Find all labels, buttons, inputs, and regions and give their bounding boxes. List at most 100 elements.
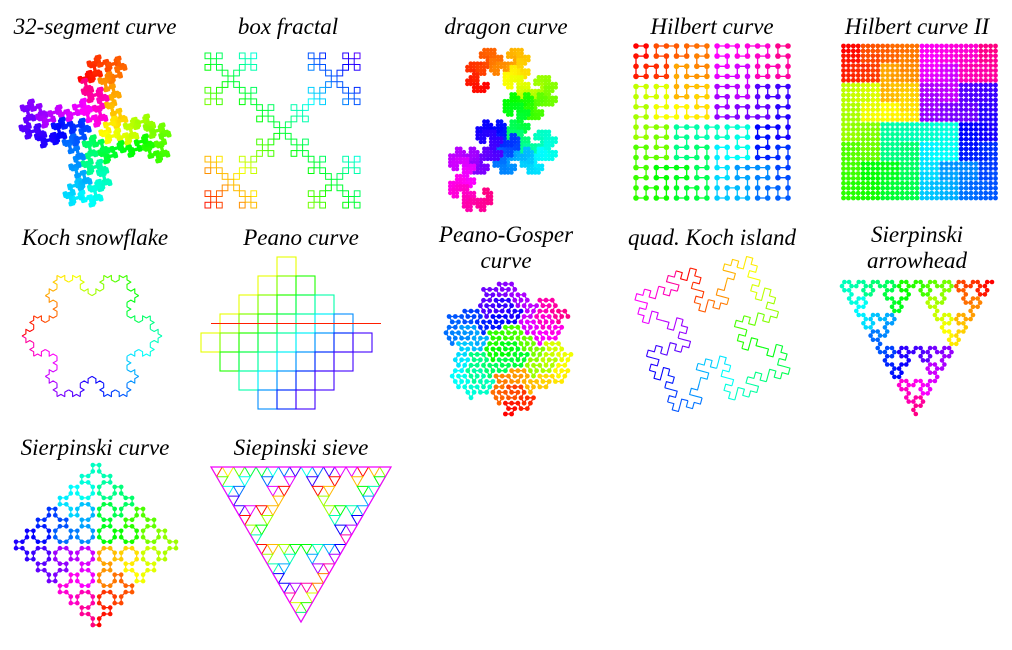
dragon-vertex bbox=[482, 61, 487, 66]
hilbert2-vertex bbox=[929, 97, 935, 103]
hilbert2-vertex bbox=[909, 141, 915, 147]
hilbert2-vertex bbox=[855, 146, 861, 152]
hilbert-vertex bbox=[643, 83, 649, 90]
hilbert2-vertex bbox=[841, 53, 846, 59]
dragon-vertex bbox=[509, 64, 514, 70]
hilbert-vertex bbox=[683, 43, 690, 49]
hilbert2-vertex bbox=[924, 87, 930, 93]
hilbert2-segment bbox=[980, 163, 997, 198]
gosper-vertex bbox=[506, 352, 511, 357]
hilbert2-vertex bbox=[973, 195, 979, 201]
dragon-vertex bbox=[529, 163, 535, 168]
hilbert2-vertex bbox=[904, 176, 910, 181]
hilbert2-vertex bbox=[953, 58, 959, 64]
hilbert2-vertex bbox=[865, 92, 871, 98]
dragon-vertex bbox=[543, 102, 548, 107]
dragon-vertex bbox=[509, 85, 514, 90]
gosper-vertex bbox=[515, 335, 521, 341]
hilbert-vertex bbox=[663, 104, 670, 110]
dragon-vertex bbox=[499, 160, 504, 165]
dragon-vertex bbox=[502, 126, 507, 131]
hilbert2-vertex bbox=[953, 112, 959, 117]
hilbert2-vertex bbox=[860, 73, 866, 78]
hilbert2-vertex bbox=[899, 127, 905, 132]
hilbert2-vertex bbox=[850, 161, 856, 167]
gosper-vertex bbox=[524, 341, 530, 346]
hilbert2-vertex bbox=[865, 171, 871, 176]
hilbert-vertex bbox=[764, 164, 771, 171]
hilbert-segment bbox=[716, 146, 748, 159]
hilbert2-vertex bbox=[890, 107, 895, 113]
hilbert2-vertex bbox=[846, 73, 851, 78]
hilbert2-vertex bbox=[899, 107, 905, 113]
hilbert2-vertex bbox=[895, 166, 900, 171]
dragon-vertex bbox=[465, 173, 470, 179]
gosper-vertex bbox=[531, 395, 536, 401]
dragon-vertex bbox=[482, 47, 487, 53]
box-cell bbox=[319, 167, 327, 175]
box-cell bbox=[244, 161, 252, 169]
hilbert2-vertex bbox=[909, 53, 915, 59]
dragon-vertex bbox=[492, 139, 497, 145]
hilbert2-vertex bbox=[850, 127, 856, 132]
hilbert2-vertex bbox=[895, 63, 900, 68]
hilbert2-vertex bbox=[949, 151, 954, 157]
hilbert2-vertex bbox=[846, 77, 851, 83]
box-cell bbox=[348, 92, 355, 100]
hilbert2-vertex bbox=[914, 87, 920, 93]
hilbert2-vertex bbox=[895, 185, 900, 191]
hilbert2-vertex bbox=[919, 176, 925, 181]
hilbert2-vertex bbox=[949, 122, 954, 127]
dragon-vertex bbox=[533, 95, 538, 100]
gosper-vertex bbox=[509, 357, 514, 363]
dragon-vertex bbox=[519, 102, 524, 107]
dragon-vertex bbox=[475, 129, 480, 134]
dragon-vertex bbox=[492, 129, 497, 134]
dragon-vertex bbox=[512, 136, 518, 141]
hilbert2-vertex bbox=[978, 43, 984, 49]
dragon-vertex bbox=[543, 146, 548, 151]
hilbert-segment bbox=[736, 126, 749, 158]
dragon-vertex bbox=[499, 143, 504, 148]
dragon-vertex bbox=[482, 54, 487, 59]
hilbert2-vertex bbox=[924, 92, 930, 98]
hilbert2-vertex bbox=[899, 185, 905, 191]
hilbert-vertex bbox=[764, 134, 771, 140]
hilbert2-vertex bbox=[914, 166, 920, 171]
hilbert2-vertex bbox=[860, 68, 866, 73]
gosper-vertex bbox=[506, 330, 511, 336]
dragon-vertex bbox=[512, 149, 518, 155]
dragon-vertex bbox=[461, 156, 467, 162]
dragon-vertex bbox=[505, 149, 511, 155]
hilbert2-vertex bbox=[968, 87, 974, 93]
hilbert2-vertex bbox=[914, 131, 920, 137]
hilbert2-vertex bbox=[899, 97, 905, 103]
dragon-vertex bbox=[519, 68, 524, 73]
hilbert2-vertex bbox=[895, 156, 900, 162]
hilbert2-vertex bbox=[993, 73, 998, 78]
hilbert2-vertex bbox=[841, 176, 846, 181]
hilbert-vertex bbox=[653, 174, 660, 181]
gosper-vertex bbox=[487, 330, 493, 336]
hilbert2-vertex bbox=[919, 107, 925, 113]
hilbert-vertex bbox=[694, 93, 700, 100]
peano-cell bbox=[314, 351, 335, 372]
hilbert2-vertex bbox=[934, 73, 940, 78]
hilbert2-vertex bbox=[934, 195, 940, 201]
dragon-vertex bbox=[546, 88, 552, 94]
gosper-vertex bbox=[468, 352, 474, 357]
dragon-vertex bbox=[448, 156, 453, 162]
hilbert2-vertex bbox=[953, 102, 959, 108]
hilbert2-vertex bbox=[885, 146, 890, 152]
gosper-vertex bbox=[549, 362, 555, 368]
hilbert2-vertex bbox=[860, 92, 866, 98]
box-cell bbox=[204, 201, 212, 209]
hilbert2-vertex bbox=[841, 77, 846, 83]
panel-32-segment-curve: 32-segment curve bbox=[0, 14, 190, 208]
dragon-vertex bbox=[475, 64, 480, 70]
hilbert2-vertex bbox=[850, 107, 856, 113]
dragon-vertex bbox=[471, 149, 477, 155]
dragon-vertex bbox=[465, 64, 470, 70]
hilbert2-vertex bbox=[924, 122, 930, 127]
hilbert2-vertex bbox=[978, 97, 984, 103]
